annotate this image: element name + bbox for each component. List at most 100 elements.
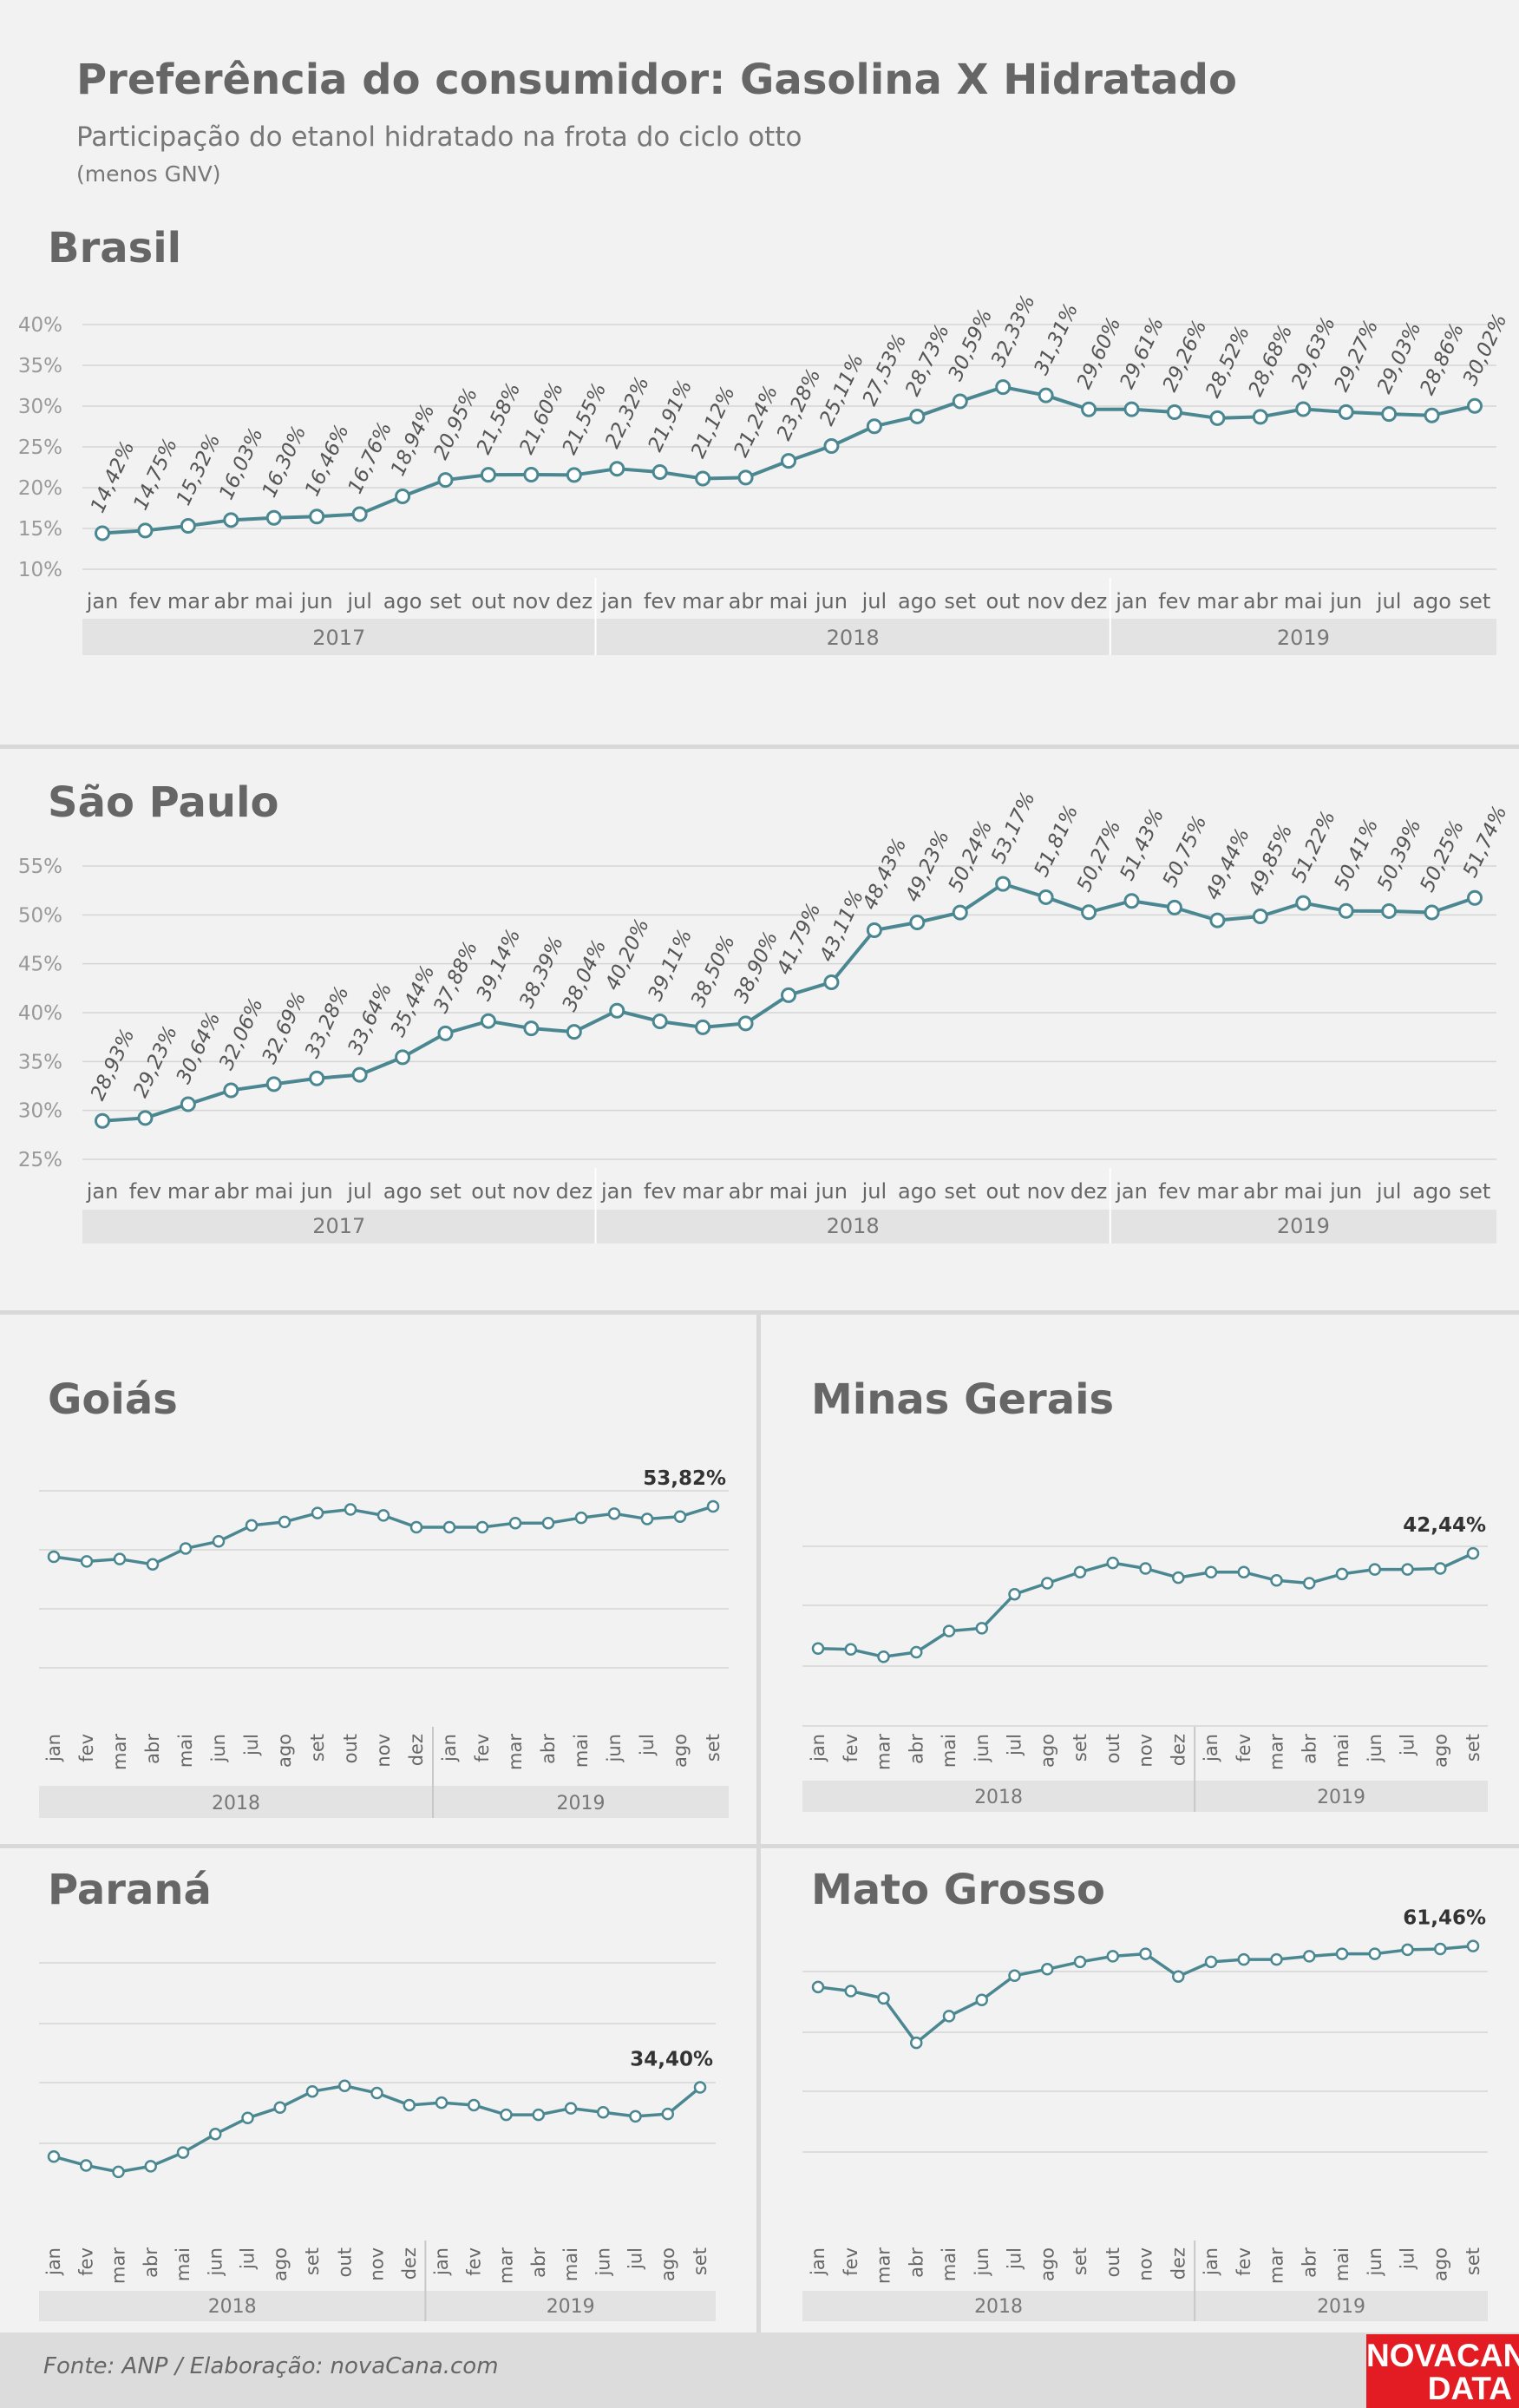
year-label: 2017 [312,1214,365,1238]
data-point [245,1519,259,1532]
x-tick-label: ago [383,589,422,613]
x-tick-label: mar [505,1734,526,1770]
data-point [995,379,1012,396]
y-tick-label: 55% [18,856,62,878]
data-point [112,2165,125,2179]
y-tick-label: 25% [18,1149,62,1171]
y-tick-label: 40% [18,314,62,337]
data-point [695,470,711,487]
data-point [1008,1587,1021,1601]
x-tick-label: jun [1365,2247,1385,2276]
data-point [1081,401,1097,417]
data-point [1237,1565,1250,1579]
data-point [351,506,368,522]
x-tick-label: jul [238,2247,259,2270]
x-tick-label: mar [874,2247,894,2284]
x-tick-label: fev [129,1179,161,1204]
x-tick-label: mar [108,2247,129,2284]
data-label: 53,82% [643,1467,726,1490]
x-tick-label: set [1463,1734,1483,1762]
x-tick-label: jun [300,1179,333,1204]
data-point [1172,1571,1185,1585]
x-tick-label: mar [1267,1734,1287,1770]
x-tick-label: abr [1299,1734,1319,1764]
chart-title-mato-grosso: Mato Grosso [811,1866,1105,1914]
section-divider [0,1310,1519,1315]
data-point [508,1516,522,1530]
x-tick-label: dez [556,1179,593,1204]
year-band [595,619,1110,655]
year-band [425,2291,716,2321]
data-label: 42,44% [1403,1514,1486,1537]
x-tick-label: dez [556,589,593,613]
data-point [468,2098,481,2112]
x-tick-label: dez [1168,2247,1188,2280]
x-tick-label: ago [1412,1179,1451,1204]
x-tick-label: fev [1158,1179,1190,1204]
data-point [523,466,540,482]
x-tick-label: nov [512,589,550,613]
data-point [844,1643,857,1657]
x-tick-label: jun [300,589,333,613]
x-tick-label: set [690,2247,710,2275]
month-band [39,1727,729,1786]
x-tick-label: out [1103,2247,1123,2277]
year-band [802,1781,1195,1812]
x-tick-label: jul [1398,2247,1418,2270]
y-tick-label: 15% [18,518,62,541]
data-point [952,904,968,921]
x-tick-label: jan [43,2247,64,2276]
data-point [1381,902,1398,919]
data-point [564,2102,578,2115]
data-point [1237,1952,1250,1966]
x-tick-label: set [1459,589,1491,613]
series-line [817,1944,1474,2044]
data-point [209,2128,222,2141]
page-title: Preferência do consumidor: Gasolina X Hi… [76,56,1237,104]
data-point [1073,1955,1087,1969]
year-label: 2018 [974,2296,1023,2318]
x-tick-label: mai [939,1734,959,1768]
data-point [309,509,325,525]
data-point [661,2107,674,2121]
data-point [640,1512,654,1526]
x-tick-label: fev [472,1734,493,1762]
x-tick-label: mai [571,1734,592,1768]
data-point [1335,1947,1349,1960]
chart-title-brasil: Brasil [48,224,182,272]
x-tick-label: nov [373,1734,394,1768]
data-point [877,1991,890,2005]
data-point [212,1535,226,1548]
x-tick-label: ago [898,1179,937,1204]
x-tick-label: fev [841,1734,861,1762]
column-divider [756,1315,761,2333]
x-tick-label: set [302,2247,323,2275]
x-tick-label: fev [463,2247,484,2276]
data-point [1368,1563,1381,1576]
data-point [435,2096,448,2109]
data-point [781,453,796,469]
year-label: 2018 [974,1787,1023,1808]
x-tick-label: out [986,589,1020,613]
x-tick-label: mai [254,589,293,613]
x-tick-label: mar [496,2247,517,2284]
y-tick-label: 50% [18,904,62,927]
data-point [395,488,411,504]
x-tick-label: jan [431,2247,452,2276]
data-point [673,1510,687,1523]
data-point [437,1025,454,1041]
data-point [1467,397,1483,414]
x-tick-label: jun [815,1179,848,1204]
data-point [113,1552,127,1565]
footer: Fonte: ANP / Elaboração: novaCana.com [0,2333,1519,2408]
data-point [1073,1565,1087,1579]
data-point [781,987,796,1003]
data-point [480,1013,496,1029]
x-tick-label: ago [1430,2247,1450,2281]
x-tick-label: jun [205,2247,226,2276]
x-tick-label: ago [670,1734,691,1768]
data-point [823,974,840,990]
x-tick-label: jul [346,1179,372,1204]
